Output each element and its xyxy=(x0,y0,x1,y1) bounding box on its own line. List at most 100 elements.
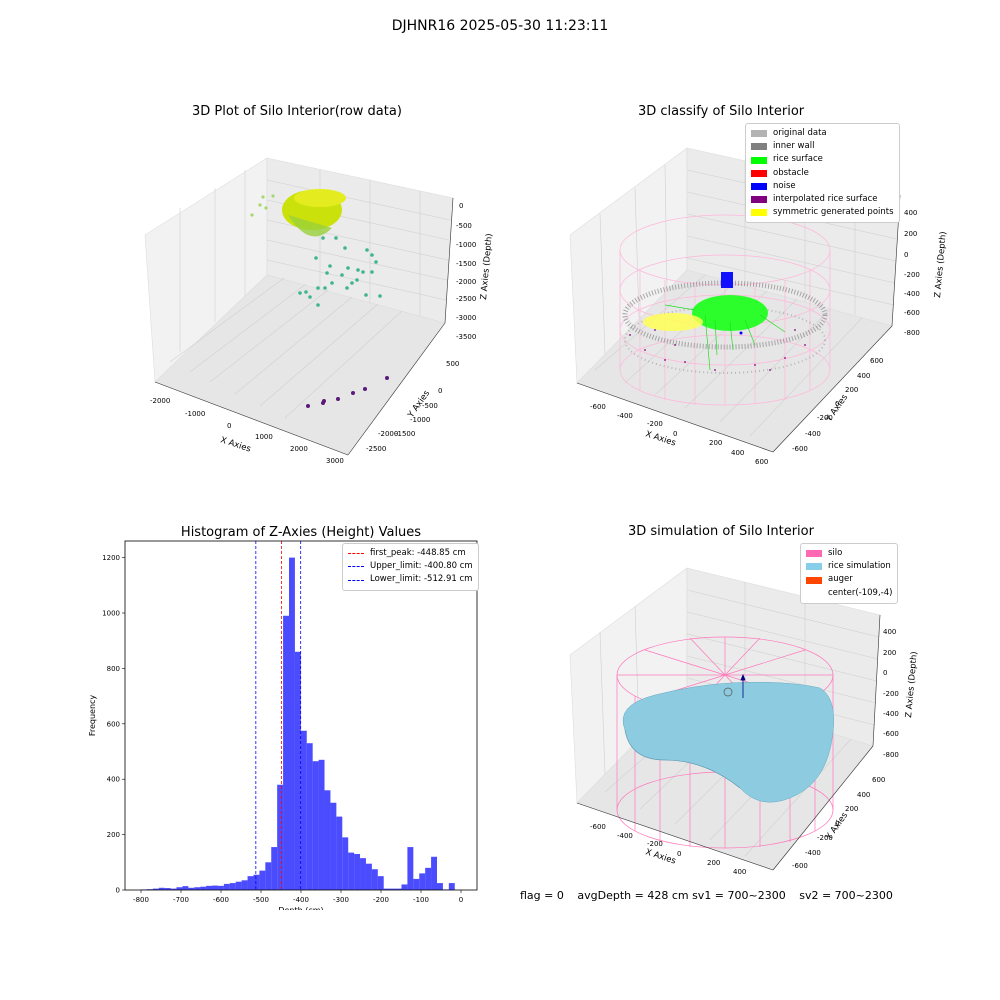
raw-x-axis-label: X Axies xyxy=(219,435,252,454)
classify-x-tick: 0 xyxy=(673,430,677,438)
raw-z-ticks: 0 -500 -1000 -1500 -2000 -2500 -3000 -35… xyxy=(456,202,476,341)
simulation-x-tick: 0 xyxy=(677,850,681,858)
simulation-y-tick: -600 xyxy=(792,862,808,870)
classify-x-ticks: -600 -400 -200 0 200 400 600 xyxy=(590,403,768,466)
raw-z-axis-label: Z Axies (Depth) xyxy=(479,233,495,300)
classify-x-tick: -400 xyxy=(617,412,633,420)
simulation-legend: silo rice simulation auger center(-109,-… xyxy=(800,543,899,604)
classify-3d-panel: 3D classify of Silo Interior xyxy=(555,100,955,480)
classify-plot-title: 3D classify of Silo Interior xyxy=(638,104,805,119)
raw-y-axis-line xyxy=(347,322,446,456)
histogram-bar xyxy=(294,651,301,890)
classify-noise-cluster xyxy=(721,272,733,288)
histogram-bar xyxy=(371,869,378,890)
raw-z-tick: -2000 xyxy=(456,278,476,286)
classify-inner-wall-points xyxy=(622,280,828,350)
histogram-bar xyxy=(312,761,319,890)
histogram-bar xyxy=(377,876,384,890)
histogram-bar xyxy=(235,881,242,890)
simulation-z-tick: -200 xyxy=(883,690,899,698)
histogram-panel: Histogram of Z-Axies (Height) Values -800… xyxy=(80,520,500,910)
classify-x-tick: -600 xyxy=(590,403,606,411)
simulation-z-tick: -400 xyxy=(883,710,899,718)
histogram-x-tick-label: -100 xyxy=(413,896,429,904)
classify-y-tick: -400 xyxy=(805,430,821,438)
histogram-bar xyxy=(354,853,361,890)
legend-swatch xyxy=(806,550,822,558)
histogram-bar xyxy=(324,790,331,890)
histogram-bar xyxy=(425,867,432,890)
legend-entry-inner-wall: inner wall xyxy=(751,140,894,153)
histogram-bar xyxy=(318,759,325,890)
raw-z-axis-line xyxy=(444,197,454,324)
raw-surface-underside xyxy=(288,215,332,237)
classify-y-tick: 0 xyxy=(835,400,839,408)
classify-z-tick: 0 xyxy=(904,251,908,259)
legend-entry-rice-surface: rice surface xyxy=(751,153,894,166)
histogram-x-tick-label: -400 xyxy=(293,896,309,904)
raw-y-tick: -500 xyxy=(422,402,438,410)
legend-swatch xyxy=(751,130,767,138)
raw-z-tick: -500 xyxy=(456,222,472,230)
simulation-z-tick: 200 xyxy=(883,649,896,657)
histogram-bar xyxy=(336,816,343,890)
simulation-z-tick: 400 xyxy=(883,628,896,636)
histogram-y-tick-label: 800 xyxy=(107,665,120,673)
raw-3d-axes: -2000 -1000 0 1000 2000 3000 X Axies 500… xyxy=(144,157,495,465)
classify-y-tick: 600 xyxy=(870,357,883,365)
classify-x-tick: 600 xyxy=(755,458,768,466)
histogram-bar xyxy=(300,730,307,890)
classify-rice-surface xyxy=(692,295,768,331)
histogram-bar xyxy=(383,888,390,890)
histogram-x-tick-label: -300 xyxy=(333,896,349,904)
classify-y-tick: -600 xyxy=(792,445,808,453)
classify-z-ticks: 400 200 0 -200 -400 -600 -800 xyxy=(904,209,920,337)
histogram-bar xyxy=(448,883,455,890)
histogram-bar xyxy=(253,874,260,890)
histogram-bar xyxy=(158,887,165,890)
classify-z-tick: 200 xyxy=(904,230,917,238)
legend-entry-symmetric: symmetric generated points xyxy=(751,206,894,219)
histogram-x-tick-label: -700 xyxy=(173,896,189,904)
simulation-3d-axes: -600 -400 -200 0 200 400 X Axies 600 400… xyxy=(569,567,920,876)
histogram-bar xyxy=(259,870,266,890)
histogram-bar xyxy=(330,802,337,890)
histogram-bar xyxy=(407,847,414,890)
histogram-y-tick-label: 1000 xyxy=(102,610,120,618)
simulation-y-tick: 200 xyxy=(845,805,858,813)
simulation-y-tick: 600 xyxy=(872,776,885,784)
raw-z-tick: -3500 xyxy=(456,333,476,341)
simulation-z-axis-label: Z Axies (Depth) xyxy=(904,651,920,718)
legend-entry-rice-simulation: rice simulation xyxy=(806,560,892,573)
histogram-bar xyxy=(200,886,207,890)
histogram-bar xyxy=(395,888,402,890)
histogram-bar xyxy=(152,888,159,890)
histogram-y-tick-label: 600 xyxy=(107,720,120,728)
legend-line-red xyxy=(348,553,364,555)
classify-y-tick: 200 xyxy=(845,386,858,394)
legend-swatch xyxy=(751,143,767,151)
raw-x-ticks: -2000 -1000 0 1000 2000 3000 xyxy=(150,397,344,465)
figure-title: DJHNR16 2025-05-30 11:23:11 xyxy=(391,18,609,34)
histogram-x-tick-label: -200 xyxy=(373,896,389,904)
histogram-bar xyxy=(170,888,177,890)
simulation-y-tick: -400 xyxy=(805,849,821,857)
histogram-bar xyxy=(182,886,189,890)
simulation-x-axis-label: X Axies xyxy=(644,847,677,866)
classify-z-tick: 400 xyxy=(904,209,917,217)
legend-entry-interpolated: interpolated rice surface xyxy=(751,193,894,206)
histogram-x-tick-label: -800 xyxy=(133,896,149,904)
histogram-bar xyxy=(146,889,153,890)
simulation-surface-edge xyxy=(624,729,741,789)
classify-y-tick: 400 xyxy=(857,372,870,380)
legend-entry-auger: auger xyxy=(806,573,892,586)
histogram-chart: Histogram of Z-Axies (Height) Values -800… xyxy=(88,525,478,910)
status-footer: flag = 0 avgDepth = 428 cm sv1 = 700~230… xyxy=(520,889,903,902)
legend-entry-silo: silo xyxy=(806,547,892,560)
simulation-center-marker xyxy=(723,687,733,697)
raw-x-tick: -2000 xyxy=(150,397,170,405)
raw-z-tick: -1000 xyxy=(456,241,476,249)
simulation-y-tick: 400 xyxy=(857,791,870,799)
raw-z-tick: 0 xyxy=(459,202,463,210)
classify-rice-strands xyxy=(664,304,786,371)
